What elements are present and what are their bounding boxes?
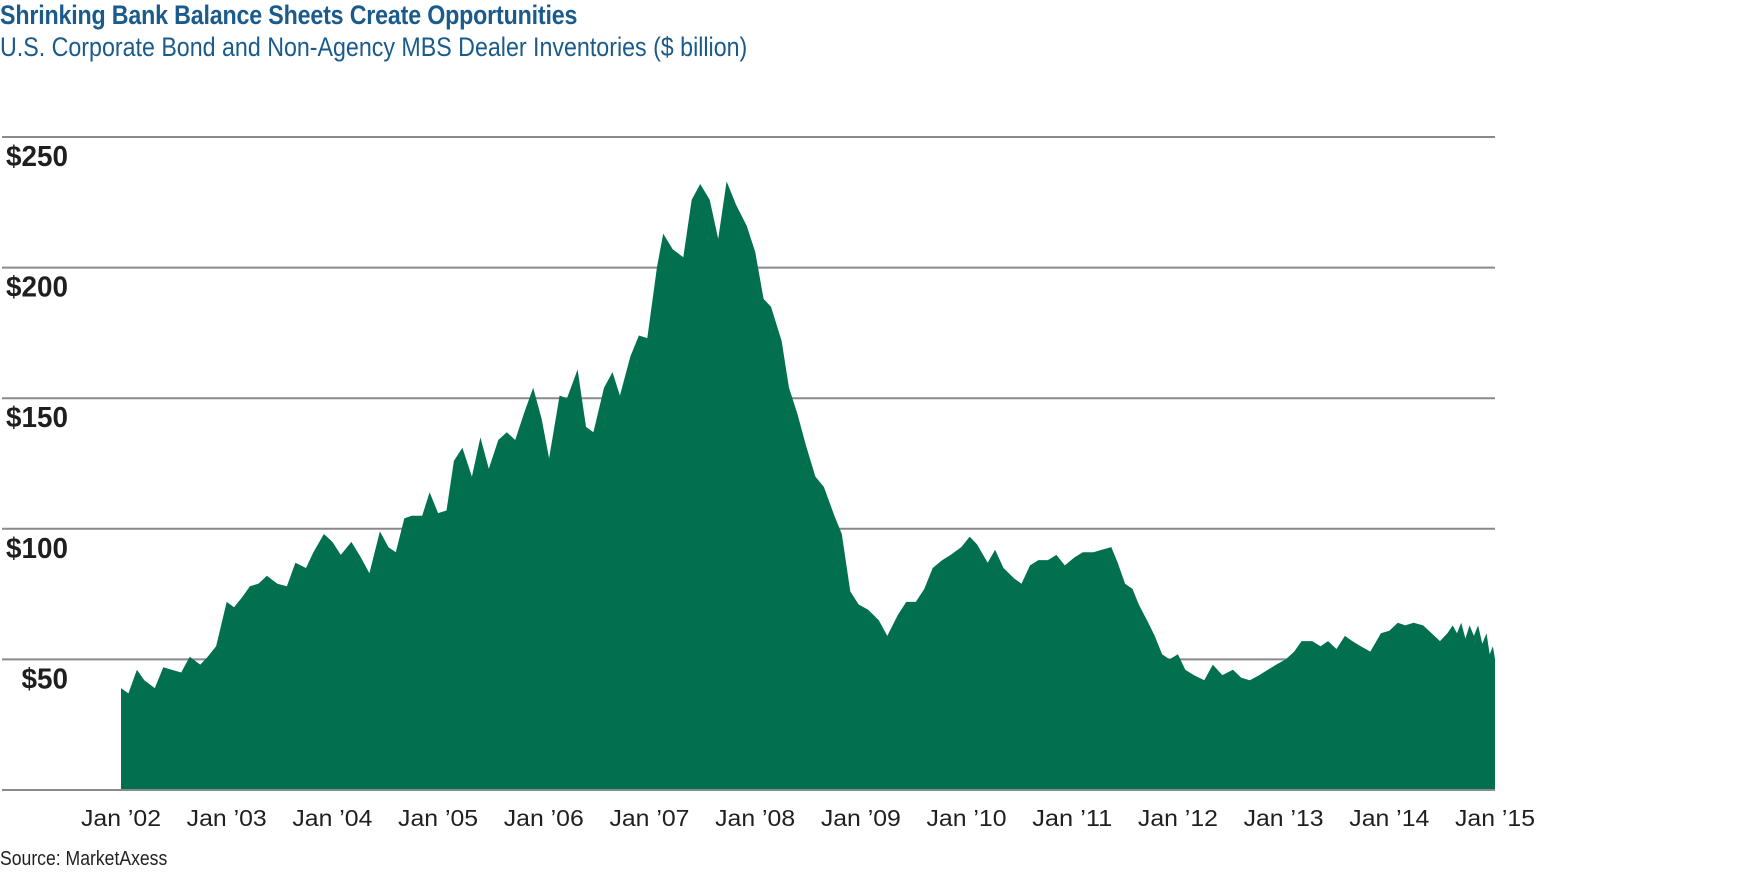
y-tick-label: $50	[22, 663, 69, 695]
chart-title: Shrinking Bank Balance Sheets Create Opp…	[0, 0, 578, 30]
x-tick-label: Jan ’02	[81, 805, 161, 831]
chart-subtitle: U.S. Corporate Bond and Non-Agency MBS D…	[0, 32, 748, 62]
x-tick-label: Jan ’11	[1032, 805, 1112, 831]
x-tick-label: Jan ’07	[609, 805, 689, 831]
x-tick-label: Jan ’04	[292, 805, 372, 831]
x-axis-ticks: Jan ’02 Jan ’03 Jan ’04 Jan ’05 Jan ’06 Jan ’…	[81, 805, 1535, 831]
x-tick-label: Jan ’06	[504, 805, 584, 831]
y-tick-label: $100	[6, 533, 68, 565]
y-tick-label: $150	[6, 402, 68, 434]
x-tick-label: Jan ’05	[398, 805, 478, 831]
x-tick-label: Jan ’13	[1244, 805, 1324, 831]
x-tick-label: Jan ’15	[1455, 805, 1535, 831]
x-tick-label: Jan ’09	[821, 805, 901, 831]
y-axis-ticks: $50 $100 $150 $200 $250	[6, 141, 68, 695]
x-tick-label: Jan ’08	[715, 805, 795, 831]
y-tick-label: $200	[6, 272, 68, 304]
x-tick-label: Jan ’10	[927, 805, 1007, 831]
x-tick-label: Jan ’12	[1138, 805, 1218, 831]
x-tick-label: Jan ’14	[1349, 805, 1429, 831]
source-note: Source: MarketAxess	[0, 848, 168, 870]
inventory-area	[121, 181, 1495, 790]
x-tick-label: Jan ’03	[187, 805, 267, 831]
y-tick-label: $250	[6, 141, 68, 173]
